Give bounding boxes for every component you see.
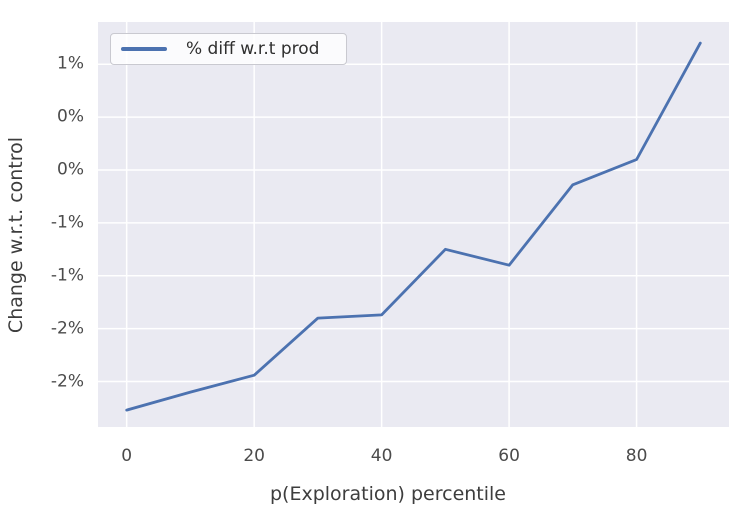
y-tick-label: -2% <box>50 318 84 339</box>
plot-area: % diff w.r.t prod <box>98 22 729 427</box>
x-tick-label: 60 <box>498 446 520 466</box>
y-tick-label: -2% <box>50 371 84 392</box>
x-tick-label: 20 <box>243 446 266 466</box>
y-tick-label: -1% <box>50 212 84 233</box>
y-axis-label: Change w.r.t. control <box>5 136 27 334</box>
legend: % diff w.r.t prod <box>110 33 347 65</box>
line-chart-canvas <box>98 22 729 427</box>
legend-label: % diff w.r.t prod <box>186 39 320 59</box>
data-line <box>125 41 702 412</box>
x-tick-label: 0 <box>121 446 133 466</box>
x-tick-label: 80 <box>625 446 648 466</box>
y-tick-label: 0% <box>57 106 84 127</box>
legend-line-swatch <box>121 47 167 51</box>
y-axis-ticks: 1% 0% 0% -1% -1% -2% -2% <box>0 22 88 427</box>
x-axis-label: p(Exploration) percentile <box>269 483 506 505</box>
y-tick-label: -1% <box>50 265 84 286</box>
x-axis-ticks: 0 20 40 60 80 <box>98 446 729 468</box>
y-tick-label: 0% <box>57 159 84 180</box>
y-tick-label: 1% <box>57 53 84 74</box>
x-tick-label: 40 <box>370 446 393 466</box>
